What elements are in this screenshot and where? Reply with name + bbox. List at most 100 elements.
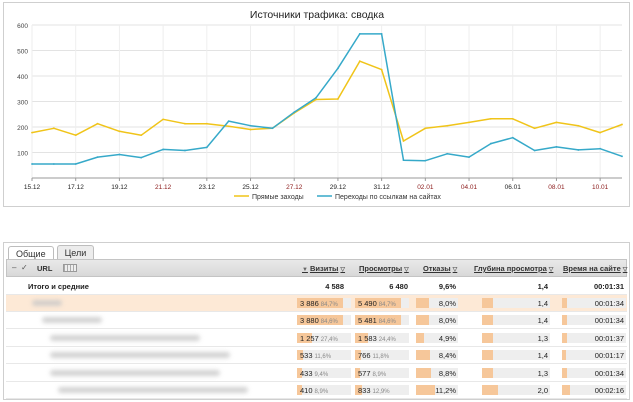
views-bar xyxy=(355,385,409,395)
time-bar xyxy=(562,298,626,308)
referral-traffic-point xyxy=(533,149,536,152)
visits-cell: 3 886 84,7% xyxy=(300,299,338,308)
direct-traffic-point xyxy=(315,98,317,101)
views-bar xyxy=(355,350,409,361)
table-row[interactable]: 1 257 27,4% 1 583 24,4% 4,9% 1,3 00:01:37 xyxy=(6,330,627,347)
header-time[interactable]: Время на сайте ▽ xyxy=(563,264,628,273)
referral-traffic-point xyxy=(96,156,99,158)
column-grip-icon[interactable] xyxy=(63,264,77,272)
legend-direct-label: Прямые заходы xyxy=(252,194,304,201)
totals-time: 00:01:31 xyxy=(593,282,624,291)
depth-cell: 1,3 xyxy=(537,333,548,343)
bounces-cell: 4,9% xyxy=(438,333,456,343)
views-cell: 577 8,9% xyxy=(358,368,387,378)
header-visits[interactable]: ▼ Визиты ▽ xyxy=(302,264,346,273)
x-tick-label: 23.12 xyxy=(199,184,216,191)
bounces-cell: 8,0% xyxy=(438,316,456,326)
table-row[interactable]: 410 8,9% 833 12,9% 11,2% 2,0 00:02:16 xyxy=(6,382,627,399)
table-row[interactable]: 3 886 84,7% 5 490 84,7% 8,0% 1,4 00:01:34 xyxy=(6,295,627,312)
visits-bar xyxy=(297,367,351,378)
url-text-blurred[interactable] xyxy=(58,387,248,393)
direct-traffic-point xyxy=(140,134,143,137)
views-cell: 5 481 84,6% xyxy=(358,316,396,326)
referral-traffic-point xyxy=(227,120,230,123)
x-tick-label: 15.12 xyxy=(24,184,41,191)
referral-traffic-point xyxy=(293,111,296,114)
header-depth[interactable]: Глубина просмотра ▽ xyxy=(474,264,554,273)
url-text-blurred[interactable] xyxy=(42,317,102,324)
totals-depth: 1,4 xyxy=(537,282,548,291)
table-row[interactable]: 433 9,4% 577 8,9% 8,8% 1,3 00:01:34 xyxy=(6,365,627,382)
direct-traffic-point xyxy=(31,131,33,134)
referral-traffic-point xyxy=(31,163,33,165)
direct-traffic-point xyxy=(74,134,77,137)
referral-traffic-point xyxy=(74,163,77,165)
depth-cell: 1,4 xyxy=(537,299,548,308)
tab-goals[interactable]: Цели xyxy=(56,245,95,259)
referral-traffic-point xyxy=(489,142,492,145)
time-cell: 00:01:34 xyxy=(594,299,624,308)
table-row[interactable]: 533 11,6% 766 11,8% 8,4% 1,4 00:01:17 xyxy=(6,347,627,365)
time-cell: 00:01:34 xyxy=(594,316,624,326)
totals-label: Итого и средние xyxy=(28,282,89,291)
referral-traffic-point xyxy=(599,147,602,150)
visits-bar xyxy=(297,385,351,395)
referral-traffic-line xyxy=(32,33,623,165)
views-bar xyxy=(355,298,409,308)
direct-traffic-point xyxy=(424,127,427,130)
views-cell: 766 11,8% xyxy=(358,351,390,361)
y-tick-label: 200 xyxy=(17,125,28,132)
url-text-blurred[interactable] xyxy=(50,352,230,359)
direct-traffic-point xyxy=(533,127,536,130)
time-bar xyxy=(562,367,626,378)
legend-referral-label: Переходы по ссылкам на сайтах xyxy=(335,193,441,201)
direct-traffic-point xyxy=(337,98,339,100)
direct-traffic-point xyxy=(227,125,230,128)
bounces-bar xyxy=(416,350,458,361)
totals-bounces: 9,6% xyxy=(438,282,456,291)
visits-bar xyxy=(297,332,351,343)
referral-traffic-point xyxy=(380,33,383,35)
traffic-line-chart: Источники трафика: сводка 100 200 300 400 50… xyxy=(17,9,623,201)
views-bar xyxy=(355,315,409,326)
visits-cell: 433 9,4% xyxy=(300,368,329,378)
depth-cell: 1,4 xyxy=(537,351,548,361)
visits-cell: 1 257 27,4% xyxy=(300,333,338,343)
header-views[interactable]: Просмотры ▽ xyxy=(359,264,409,273)
referral-traffic-point xyxy=(577,149,580,151)
y-tick-label: 500 xyxy=(17,49,28,56)
depth-cell: 1,3 xyxy=(537,368,548,378)
url-text-blurred[interactable] xyxy=(32,300,62,306)
visits-bar xyxy=(297,350,351,361)
checkmark-icon[interactable]: ✓ xyxy=(21,263,28,272)
header-url[interactable]: URL xyxy=(37,264,53,273)
referral-traffic-point xyxy=(424,159,427,162)
header-bounces[interactable]: Отказы ▽ xyxy=(423,264,458,273)
x-tick-label: 29.12 xyxy=(330,184,347,191)
visits-cell: 3 880 84,6% xyxy=(300,316,338,326)
bounces-bar xyxy=(416,385,458,395)
table-row[interactable]: 3 880 84,6% 5 481 84,6% 8,0% 1,4 00:01:34 xyxy=(6,312,627,330)
referral-traffic-point xyxy=(358,33,361,35)
direct-traffic-point xyxy=(118,130,121,133)
direct-traffic-point xyxy=(249,128,252,131)
tab-general[interactable]: Общие xyxy=(8,246,54,260)
collapse-all-icon[interactable]: – xyxy=(12,263,17,272)
direct-traffic-point xyxy=(402,140,405,142)
bounces-bar xyxy=(416,367,458,378)
direct-traffic-point xyxy=(358,60,361,63)
referral-traffic-point xyxy=(118,153,121,156)
visits-bar xyxy=(297,315,351,326)
url-text-blurred[interactable] xyxy=(50,334,200,341)
referral-traffic-point xyxy=(184,149,186,152)
traffic-chart-panel: Источники трафика: сводка 100 200 300 400 50… xyxy=(3,2,630,207)
url-text-blurred[interactable] xyxy=(50,369,220,376)
depth-bar xyxy=(482,315,550,326)
direct-traffic-point xyxy=(52,127,55,130)
totals-visits: 4 588 xyxy=(325,282,344,291)
time-bar xyxy=(562,350,626,361)
referral-traffic-point xyxy=(511,136,514,139)
referral-traffic-point xyxy=(271,127,274,130)
views-bar xyxy=(355,367,409,378)
report-tabs: Общие Цели xyxy=(8,245,95,260)
